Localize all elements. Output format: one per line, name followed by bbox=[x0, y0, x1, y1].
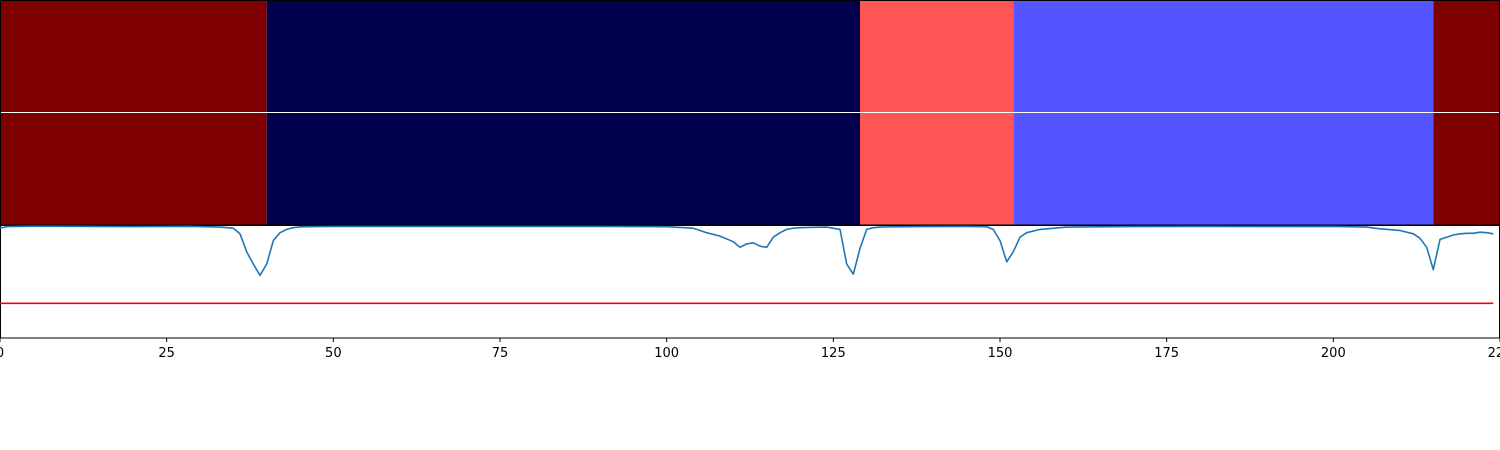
x-tick-label: 225 bbox=[1488, 346, 1500, 361]
x-axis: 0 25 50 75 100 125 150 175 200 225 bbox=[0, 338, 1500, 361]
line-panel-frame bbox=[0, 225, 1500, 339]
x-tick-label: 75 bbox=[492, 346, 509, 361]
x-tick-label: 50 bbox=[325, 346, 342, 361]
x-tick-label: 150 bbox=[988, 346, 1013, 361]
x-tick-label: 200 bbox=[1321, 346, 1346, 361]
heatmap-panel bbox=[0, 0, 1500, 226]
x-tick-label: 100 bbox=[654, 346, 679, 361]
x-tick-label: 25 bbox=[158, 346, 175, 361]
series-line-0 bbox=[0, 225, 1494, 277]
x-tick-label: 125 bbox=[821, 346, 846, 361]
x-tick-label: 175 bbox=[1154, 346, 1179, 361]
x-tick-label: 0 bbox=[0, 346, 4, 361]
line-panel bbox=[0, 225, 1500, 339]
